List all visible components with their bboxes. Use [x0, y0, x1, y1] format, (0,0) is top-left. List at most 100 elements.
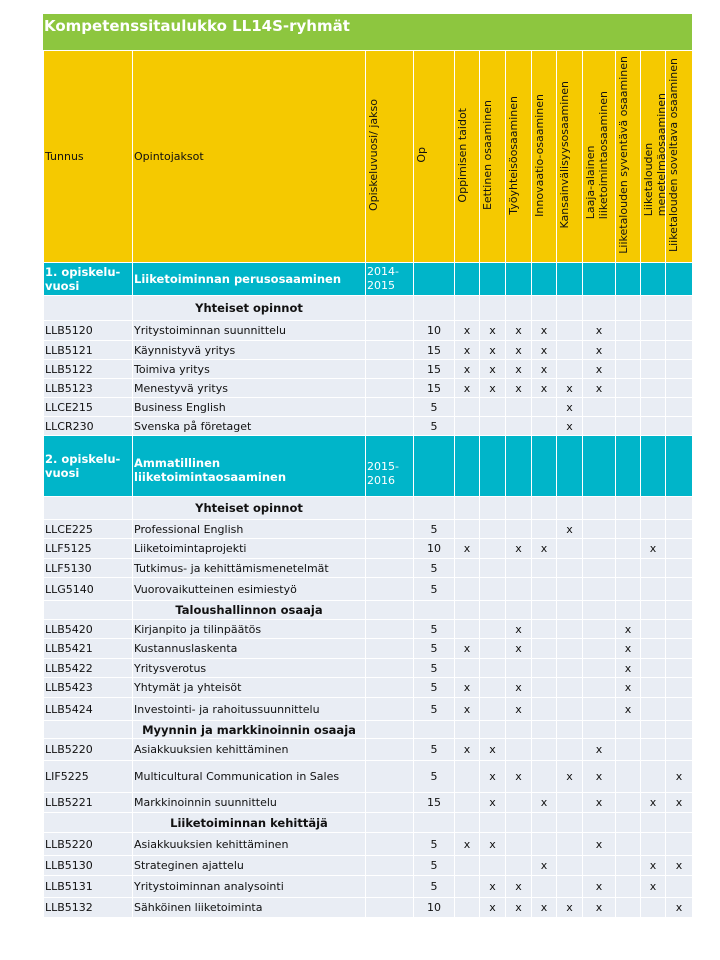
course-code: LLB5132 — [43, 897, 133, 918]
course-row: LLCR230 Svenska på företaget 5 x — [43, 416, 693, 436]
section-cell — [615, 262, 641, 296]
section-period: 2015- 2016 — [365, 435, 414, 497]
competency-mark — [582, 558, 616, 578]
competency-mark — [479, 677, 506, 698]
competency-mark: x — [582, 738, 616, 761]
course-period — [365, 855, 414, 876]
course-row: LLCE215 Business English 5 x — [43, 397, 693, 417]
header-course: Opintojaksot — [132, 50, 366, 263]
competency-mark — [505, 397, 532, 417]
course-period — [365, 658, 414, 678]
competency-mark — [479, 558, 506, 578]
competency-mark: x — [479, 359, 506, 379]
competency-mark — [640, 519, 666, 539]
empty-cell — [531, 496, 557, 520]
competency-mark: x — [479, 320, 506, 341]
competency-mark: x — [556, 416, 583, 436]
competency-mark — [665, 397, 693, 417]
competency-mark — [531, 519, 557, 539]
competency-mark — [556, 677, 583, 698]
course-period — [365, 519, 414, 539]
competency-mark — [531, 619, 557, 639]
competency-mark — [582, 538, 616, 559]
competency-mark — [556, 638, 583, 659]
competency-mark: x — [454, 738, 480, 761]
course-period — [365, 359, 414, 379]
section-cell — [454, 262, 480, 296]
competency-mark — [556, 792, 583, 813]
course-code: LLB5422 — [43, 658, 133, 678]
empty-cell — [556, 496, 583, 520]
course-period — [365, 677, 414, 698]
course-code: LLB5424 — [43, 697, 133, 721]
competency-mark — [454, 760, 480, 793]
competency-mark — [615, 359, 641, 379]
empty-cell — [479, 720, 506, 739]
course-name: Menestyvä yritys — [132, 378, 366, 398]
competency-mark: x — [531, 340, 557, 360]
competency-mark: x — [615, 677, 641, 698]
competency-mark — [640, 638, 666, 659]
competency-mark: x — [454, 378, 480, 398]
course-period — [365, 697, 414, 721]
empty-cell — [505, 295, 532, 321]
group-title: Yhteiset opinnot — [132, 496, 366, 520]
empty-cell — [615, 720, 641, 739]
course-name: Svenska på företaget — [132, 416, 366, 436]
competency-mark: x — [665, 855, 693, 876]
course-credits: 5 — [413, 397, 455, 417]
competency-mark — [556, 577, 583, 601]
competency-mark — [615, 340, 641, 360]
course-row: LLB5122 Toimiva yritys 15 x x x x x — [43, 359, 693, 379]
header-period: Opiskeluvuosi/ jakso — [365, 50, 414, 263]
course-period — [365, 897, 414, 918]
course-row: LLB5422 Yritysverotus 5 x — [43, 658, 693, 678]
section-row: 2. opiskelu- vuosi Ammatillinen liiketoim… — [43, 435, 693, 497]
competency-mark — [454, 658, 480, 678]
competency-mark: x — [582, 792, 616, 813]
competency-mark — [505, 855, 532, 876]
competency-mark — [479, 397, 506, 417]
empty-cell — [43, 812, 133, 833]
empty-cell — [413, 295, 455, 321]
competency-mark: x — [556, 897, 583, 918]
course-code: LLB5131 — [43, 875, 133, 898]
header-competency: Liiketalouden menetelmäosaaminen — [640, 50, 666, 263]
section-cell — [582, 262, 616, 296]
competency-mark — [640, 760, 666, 793]
competency-mark — [640, 320, 666, 341]
course-code: LLB5130 — [43, 855, 133, 876]
competency-mark: x — [454, 677, 480, 698]
competency-mark — [556, 875, 583, 898]
competency-mark — [582, 577, 616, 601]
section-cell — [640, 262, 666, 296]
empty-cell — [479, 600, 506, 620]
competency-mark — [615, 397, 641, 417]
course-credits: 5 — [413, 677, 455, 698]
course-row: LLB5421 Kustannuslaskenta 5 x x x — [43, 638, 693, 659]
empty-cell — [665, 812, 693, 833]
course-code: LLCR230 — [43, 416, 133, 436]
competency-mark — [665, 558, 693, 578]
course-period — [365, 875, 414, 898]
empty-cell — [531, 600, 557, 620]
course-period — [365, 340, 414, 360]
competency-mark — [479, 658, 506, 678]
competency-mark — [640, 677, 666, 698]
empty-cell — [582, 496, 616, 520]
competency-mark — [640, 340, 666, 360]
section-title: Ammatillinen liiketoimintaosaaminen — [132, 435, 366, 497]
competency-mark: x — [615, 658, 641, 678]
competency-mark — [640, 658, 666, 678]
competency-mark — [505, 658, 532, 678]
competency-mark — [531, 658, 557, 678]
competency-mark — [479, 577, 506, 601]
competency-mark — [615, 538, 641, 559]
header-competency-label: Liiketalouden soveltava osaaminen — [667, 57, 680, 253]
course-name: Sähköinen liiketoiminta — [132, 897, 366, 918]
competency-mark — [454, 577, 480, 601]
competency-mark — [640, 359, 666, 379]
competency-mark — [582, 697, 616, 721]
competency-mark — [665, 519, 693, 539]
competency-mark — [454, 558, 480, 578]
